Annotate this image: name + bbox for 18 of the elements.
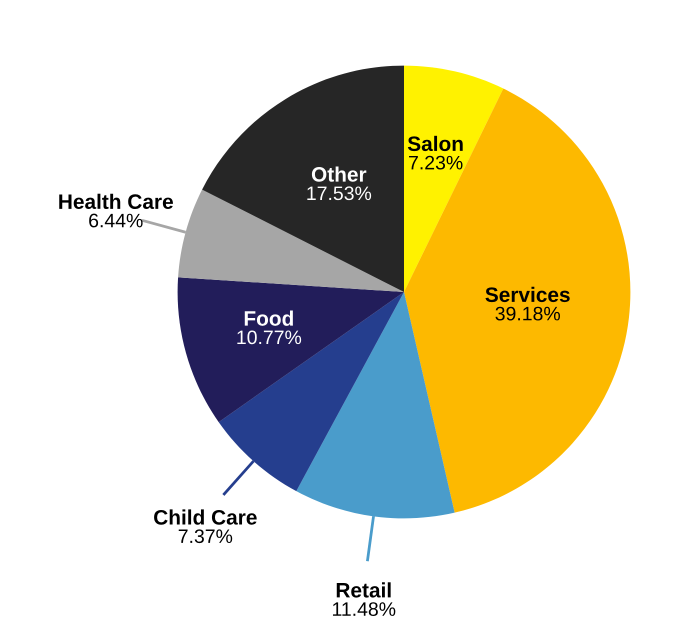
pie-slice: [218, 292, 404, 492]
slice-label: Food: [244, 310, 293, 326]
slice-label: Other: [312, 166, 366, 182]
pie-slice: [202, 66, 404, 292]
pie-slice: [404, 88, 630, 513]
pie-slice: [178, 277, 404, 422]
slice-label: Salon: [408, 136, 463, 152]
data-label: 17.53%: [307, 186, 372, 200]
data-label: 10.77%: [237, 330, 302, 344]
data-label: 11.48%: [332, 602, 396, 616]
data-label: 7.23%: [409, 156, 462, 170]
data-label: 6.44%: [89, 214, 143, 228]
slice-label: Child Care: [154, 509, 257, 525]
data-label: 7.37%: [178, 529, 232, 544]
slice-label: Retail: [336, 582, 391, 598]
slice-label: Services: [485, 286, 570, 302]
slice-label: Health Care: [59, 194, 173, 210]
data-label: 39.18%: [495, 306, 560, 320]
